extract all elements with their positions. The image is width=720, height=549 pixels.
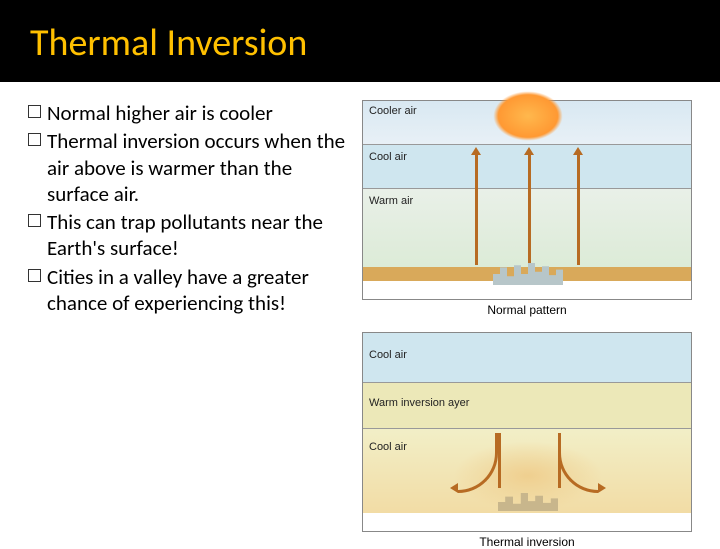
sun-icon bbox=[493, 91, 563, 141]
bullet-text: Normal higher air is cooler bbox=[47, 100, 273, 126]
bullet-icon bbox=[28, 269, 41, 282]
layer-label: Cool air bbox=[369, 349, 407, 361]
rising-arrow-icon bbox=[528, 155, 531, 265]
layer-label: Warm inversion ayer bbox=[369, 397, 469, 409]
diagram-caption: Thermal inversion bbox=[363, 535, 691, 549]
title-bar: Thermal Inversion bbox=[0, 0, 720, 82]
list-item: Cities in a valley have a greater chance… bbox=[28, 264, 350, 317]
thermal-inversion-diagram: Cool air Warm inversion ayer Cool air Th… bbox=[362, 332, 692, 532]
layer-cool-air-top bbox=[363, 333, 691, 383]
content-area: Normal higher air is cooler Thermal inve… bbox=[0, 82, 720, 532]
rising-arrow-icon bbox=[475, 155, 478, 265]
list-item: Thermal inversion occurs when the air ab… bbox=[28, 128, 350, 207]
list-item: Normal higher air is cooler bbox=[28, 100, 350, 126]
layer-label: Cooler air bbox=[369, 105, 417, 117]
bullet-icon bbox=[28, 105, 41, 118]
slide-title: Thermal Inversion bbox=[30, 20, 690, 66]
diagram-column: Cooler air Cool air Warm air Normal patt… bbox=[358, 100, 708, 532]
normal-pattern-diagram: Cooler air Cool air Warm air Normal patt… bbox=[362, 100, 692, 300]
bullet-text: Cities in a valley have a greater chance… bbox=[47, 264, 350, 317]
bullet-list: Normal higher air is cooler Thermal inve… bbox=[28, 100, 358, 532]
bullet-text: Thermal inversion occurs when the air ab… bbox=[47, 128, 350, 207]
layer-label: Cool air bbox=[369, 441, 407, 453]
layer-label: Cool air bbox=[369, 151, 407, 163]
rising-arrow-icon bbox=[577, 155, 580, 265]
diagram-caption: Normal pattern bbox=[363, 303, 691, 317]
bullet-text: This can trap pollutants near the Earth'… bbox=[47, 209, 350, 262]
bullet-icon bbox=[28, 133, 41, 146]
list-item: This can trap pollutants near the Earth'… bbox=[28, 209, 350, 262]
layer-label: Warm air bbox=[369, 195, 413, 207]
trapped-arrow-icon bbox=[498, 433, 501, 488]
bullet-icon bbox=[28, 214, 41, 227]
